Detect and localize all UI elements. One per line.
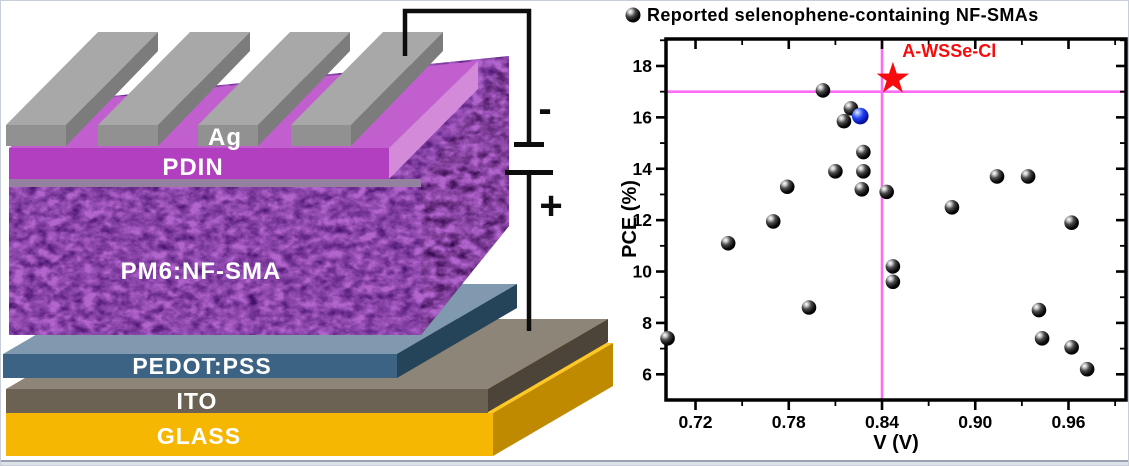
y-tick-label: 18	[633, 56, 653, 76]
plot-area: 0.72 0.78 0.84 0.90 0.96 6 8 10 12 14 16 18 A-WSSe-C…	[633, 37, 1128, 432]
data-point	[1020, 169, 1036, 184]
legend-label: Reported selenophene-containing NF-SMAs	[647, 5, 1039, 25]
data-point	[879, 184, 894, 200]
data-point	[779, 179, 795, 195]
data-point	[856, 164, 871, 179]
glass-layer-side	[493, 343, 613, 456]
ag-label: Ag	[208, 124, 242, 151]
data-point	[801, 300, 817, 315]
legend-sphere-marker-icon	[625, 7, 641, 23]
star-marker	[876, 61, 910, 93]
ag-bar-3-top	[198, 32, 350, 125]
x-tick-label: 0.78	[772, 412, 806, 432]
data-point	[1079, 361, 1095, 377]
pdin-layer-side	[389, 61, 478, 179]
active-layer-top-edge-strip	[9, 179, 421, 187]
data-point	[1064, 340, 1079, 355]
circuit-wire-top	[402, 8, 532, 142]
y-tick-label: 10	[633, 262, 653, 282]
annotation-label: A-WSSe-Cl	[902, 41, 996, 61]
pedot-label: PEDOT:PSS	[132, 353, 271, 379]
x-tick-label: 0.84	[865, 412, 899, 432]
data-point	[854, 182, 870, 197]
data-point	[720, 235, 736, 251]
ag-bar-3-side	[258, 32, 350, 146]
data-point	[836, 113, 852, 129]
ag-bar-4-side	[351, 32, 443, 146]
data-point	[885, 274, 901, 290]
pdin-layer-front	[9, 148, 389, 179]
y-tick-label: 6	[642, 364, 652, 384]
ag-bar-1-top	[6, 32, 158, 125]
y-tick-label: 16	[633, 107, 653, 127]
positive-sign-label: +	[539, 184, 562, 228]
y-axis-title: PCE (%)	[619, 180, 641, 258]
battery-positive-terminal	[505, 170, 553, 175]
data-point	[1031, 302, 1047, 318]
figure-bottom-margin	[1, 462, 1128, 465]
y-tick-label: 12	[633, 210, 653, 230]
pedot-layer-side	[397, 284, 517, 378]
plot-frame	[664, 37, 1128, 402]
y-tick-label: 8	[642, 313, 652, 333]
active-label: PM6:NF-SMA	[121, 258, 282, 285]
data-point	[944, 199, 960, 215]
ag-bar-3	[198, 32, 350, 146]
ag-bar-2	[98, 32, 250, 146]
ag-bar-1-front	[6, 125, 66, 146]
ag-bar-2-front	[98, 125, 158, 146]
data-point	[660, 331, 675, 346]
data-point	[856, 144, 871, 160]
ag-bar-2-side	[158, 32, 250, 146]
battery-negative-terminal	[514, 142, 544, 147]
pdin-label: PDIN	[162, 154, 223, 181]
data-point	[1064, 215, 1079, 231]
data-point	[828, 164, 843, 179]
data-point	[989, 169, 1005, 184]
x-tick-label: 0.90	[958, 412, 992, 432]
highlight-data-point	[851, 107, 869, 125]
ag-bar-1-side	[66, 32, 158, 146]
ito-label: ITO	[177, 388, 218, 414]
glass-label: GLASS	[157, 423, 241, 449]
data-point	[765, 214, 781, 229]
pedot-layer-front	[3, 354, 397, 378]
x-tick-label: 0.96	[1051, 412, 1085, 432]
glass-layer-front	[6, 413, 493, 456]
pce-voltage-scatter-chart: Reported selenophene-containing NF-SMAs …	[619, 5, 1128, 454]
figure-bottom-rule	[1, 460, 1128, 462]
solar-cell-device-diagram: Ag PDIN PM6:NF-SMA PEDOT:PSS ITO GLASS -…	[3, 8, 613, 464]
x-axis-title: V (V)	[873, 432, 919, 454]
external-circuit: - +	[402, 8, 563, 331]
ag-bar-4-front	[291, 125, 351, 146]
data-point	[815, 83, 831, 98]
ag-bar-1	[6, 32, 158, 146]
data-point	[885, 259, 901, 274]
ag-bar-2-top	[98, 32, 250, 125]
y-tick-label: 14	[633, 159, 653, 179]
chart-legend: Reported selenophene-containing NF-SMAs	[625, 5, 1039, 25]
ag-bar-3-front	[198, 125, 258, 146]
ito-layer-side	[488, 319, 608, 412]
negative-sign-label: -	[538, 87, 551, 131]
data-point	[1034, 331, 1050, 346]
ito-layer-front	[6, 389, 488, 413]
x-tick-label: 0.72	[678, 412, 712, 432]
